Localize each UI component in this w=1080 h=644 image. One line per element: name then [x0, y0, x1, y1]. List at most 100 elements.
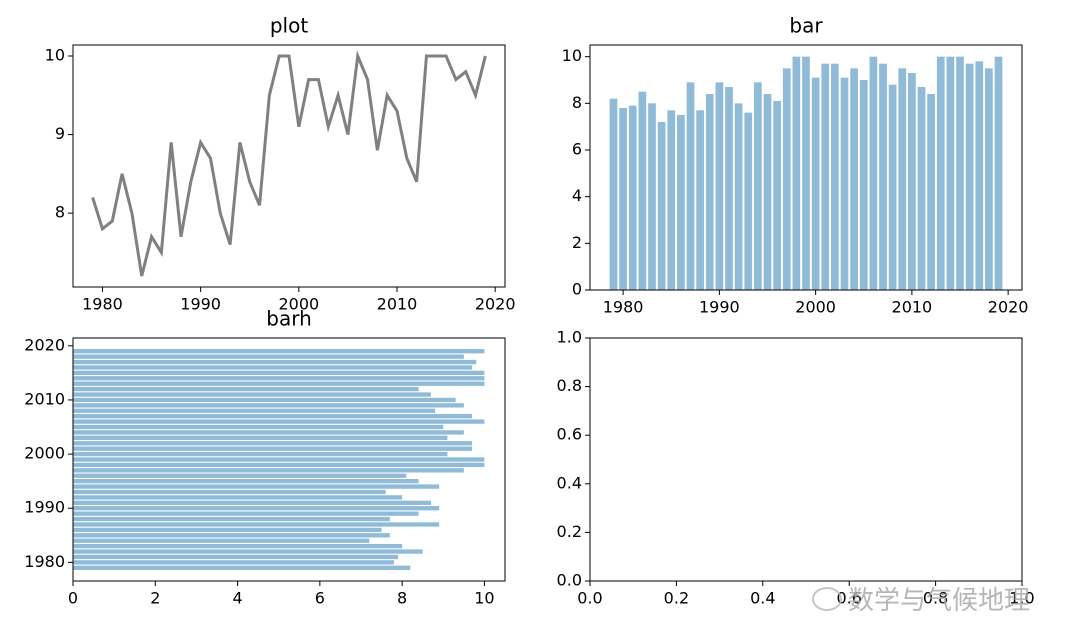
- x-tick-label: 1980: [603, 298, 644, 317]
- bar: [782, 68, 791, 290]
- bar: [734, 103, 743, 290]
- bar: [936, 56, 945, 290]
- bar: [686, 82, 695, 290]
- y-tick-label: 0.0: [557, 571, 582, 590]
- bar: [667, 110, 676, 290]
- chart-title: bar: [789, 14, 823, 38]
- bar: [869, 56, 878, 290]
- axes-frame: [589, 337, 1023, 582]
- x-tick-label: 2020: [988, 298, 1029, 317]
- x-tick-label: 0.2: [664, 589, 689, 608]
- bar: [73, 408, 436, 413]
- x-tick-label: 1980: [82, 295, 123, 314]
- x-tick-label: 2000: [278, 295, 319, 314]
- bar: [628, 105, 637, 291]
- watermark: 数学与气候地理: [812, 580, 1030, 617]
- bar: [773, 101, 781, 290]
- bar: [73, 370, 485, 376]
- bar: [73, 516, 390, 522]
- y-tick-label: 6: [572, 140, 582, 159]
- bar: [609, 98, 618, 291]
- bar: [73, 403, 464, 408]
- bar: [73, 462, 485, 468]
- bar: [73, 386, 419, 392]
- y-tick-label: 1990: [24, 498, 65, 517]
- axes-frame: [72, 44, 506, 288]
- bar: [744, 112, 753, 291]
- y-tick-label: 4: [572, 186, 582, 205]
- y-tick-label: 8: [572, 93, 582, 112]
- y-tick-label: 10: [45, 46, 65, 65]
- chart-title: plot: [270, 14, 308, 38]
- bar: [975, 61, 984, 291]
- y-tick-label: 1.0: [557, 328, 582, 347]
- x-tick-label: 1990: [180, 295, 221, 314]
- x-tick-label: 0: [68, 589, 78, 608]
- bar: [73, 354, 464, 359]
- bar: [956, 56, 964, 290]
- y-tick-label: 2020: [24, 335, 65, 354]
- bar: [73, 441, 473, 446]
- x-tick-label: 6: [315, 589, 325, 608]
- bar: [73, 414, 473, 419]
- bar: [73, 424, 444, 430]
- bar: [927, 94, 935, 290]
- bar: [73, 468, 464, 473]
- bar: [73, 560, 394, 565]
- x-tick-label: 2010: [892, 298, 933, 317]
- watermark-icon: [812, 586, 842, 611]
- bar: [73, 430, 464, 435]
- y-tick-label: 10: [562, 46, 582, 65]
- axes-frame: [72, 337, 506, 582]
- y-tick-label: 9: [55, 124, 65, 143]
- bar: [73, 549, 423, 554]
- y-tick-label: 2000: [24, 444, 65, 463]
- bar: [763, 94, 772, 290]
- y-tick-label: 0: [572, 280, 582, 299]
- bar: [965, 63, 974, 290]
- bar: [879, 63, 887, 290]
- bar: [73, 522, 440, 527]
- bar: [73, 527, 382, 533]
- x-tick-label: 0.4: [750, 589, 775, 608]
- x-tick-label: 1990: [699, 298, 740, 317]
- x-tick-label: 0.8: [923, 589, 948, 608]
- bar: [898, 68, 907, 290]
- y-tick-label: 0.4: [557, 473, 582, 492]
- bar: [73, 478, 419, 484]
- bar: [754, 82, 762, 290]
- watermark-text: 数学与气候地理: [848, 586, 1031, 616]
- bar: [73, 533, 390, 538]
- bar: [792, 56, 801, 290]
- bar: [725, 87, 733, 290]
- bar: [840, 77, 849, 291]
- x-tick-label: 0.6: [836, 589, 861, 608]
- bar: [850, 68, 858, 290]
- bar: [73, 419, 485, 424]
- bar: [648, 103, 656, 290]
- bar: [638, 91, 647, 291]
- bar: [73, 376, 485, 381]
- bar: [696, 110, 704, 290]
- bar: [831, 63, 839, 290]
- axes-frame: [589, 44, 1023, 291]
- y-tick-label: 0.6: [557, 425, 582, 444]
- x-tick-label: 2000: [795, 298, 836, 317]
- bar: [946, 56, 955, 290]
- bar: [73, 435, 448, 441]
- bar: [73, 397, 456, 403]
- bar: [73, 451, 448, 457]
- bar: [677, 115, 685, 290]
- bar: [73, 446, 473, 451]
- bar: [73, 554, 399, 560]
- bar: [73, 484, 440, 489]
- y-tick-label: 2: [572, 233, 582, 252]
- x-tick-label: 4: [232, 589, 242, 608]
- bar: [821, 63, 830, 290]
- bar: [73, 538, 370, 543]
- bar: [985, 68, 993, 290]
- line: [91, 50, 487, 277]
- x-tick-label: 1.0: [1009, 589, 1034, 608]
